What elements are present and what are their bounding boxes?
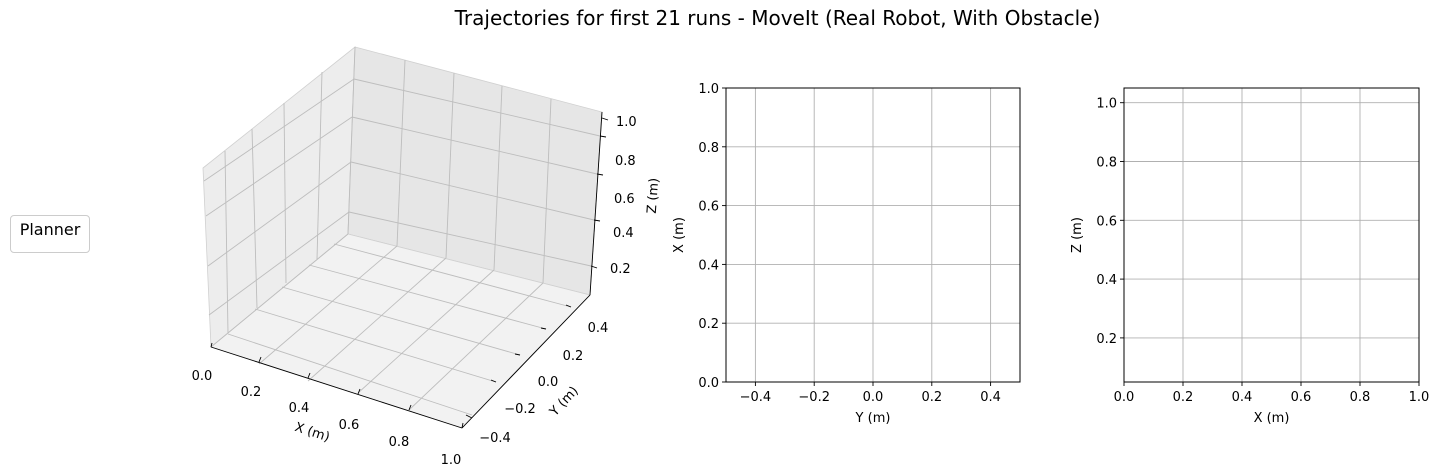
axes3d-zlabel: Z (m) bbox=[645, 177, 662, 214]
axes3d-ztick-label: 0.6 bbox=[614, 192, 635, 207]
axes-x-vs-z: 0.0 0.2 0.4 0.6 0.8 1.0 0.2 0.4 0.6 0.8 1.0 X (m) Z … bbox=[1070, 87, 1430, 426]
axes-xz-frame bbox=[1123, 87, 1420, 383]
axes-xz-xtick-label: 0.2 bbox=[1173, 390, 1194, 405]
axes-yx-ytick-label: 1.0 bbox=[698, 82, 719, 97]
axes3d-ztick-label: 1.0 bbox=[616, 115, 637, 130]
axes3d-ztick-label: 0.8 bbox=[615, 154, 636, 169]
axes-xz-xtick-label: 0.8 bbox=[1350, 390, 1371, 405]
axes3d-xtick-label: 0.4 bbox=[289, 401, 310, 416]
axes3d-xlabel: X (m) bbox=[293, 420, 332, 445]
axes-xz-xtick-label: 0.4 bbox=[1232, 390, 1253, 405]
axes-xz-ytick-label: 0.2 bbox=[1096, 332, 1117, 347]
axes-y-vs-x: −0.4 −0.2 0.0 0.2 0.4 0.0 0.2 0.4 0.6 0.8 1.0 Y (m)… bbox=[672, 82, 1021, 426]
legend-title: Planner bbox=[19, 220, 81, 239]
axes3d-xtick-label: 0.8 bbox=[389, 435, 410, 450]
axes-yx-xtick-label: 0.4 bbox=[980, 390, 1001, 405]
axes3d-ytick-label: −0.2 bbox=[504, 402, 536, 417]
axes3d-xtick-label: 1.0 bbox=[441, 453, 462, 468]
axes-xz-ytick-label: 1.0 bbox=[1096, 97, 1117, 112]
axes-yx-xlabel: Y (m) bbox=[855, 411, 891, 426]
figure-title: Trajectories for first 21 runs - MoveIt … bbox=[454, 6, 1101, 30]
axes-xz-ylabel: Z (m) bbox=[1070, 217, 1085, 253]
axes3d-z-axis-line bbox=[589, 111, 603, 296]
axes-xz-xtick-label: 1.0 bbox=[1409, 390, 1430, 405]
axes-yx-ytick-label: 0.6 bbox=[698, 200, 719, 215]
legend: Planner bbox=[10, 215, 90, 253]
axes3d-x-axis-line bbox=[210, 346, 463, 429]
axes3d-ytick-label: −0.4 bbox=[479, 431, 511, 446]
axes-yx-xtick-label: 0.2 bbox=[921, 390, 942, 405]
axes-yx-xtick-label: −0.4 bbox=[740, 390, 772, 405]
axes-yx-xtick-label: −0.2 bbox=[798, 390, 830, 405]
axes-yx-ytick-label: 0.0 bbox=[698, 376, 719, 391]
axes-xz-ytick-label: 0.4 bbox=[1096, 273, 1117, 288]
axes-xz-ytick-label: 0.8 bbox=[1096, 156, 1117, 171]
axes-xz-ytick-label: 0.6 bbox=[1096, 214, 1117, 229]
axes3d-ztick-label: 0.4 bbox=[613, 226, 634, 241]
axes-yx-ylabel: X (m) bbox=[672, 217, 687, 253]
axes3d-ytick-label: 0.0 bbox=[538, 375, 559, 390]
axes3d-xtick-label: 0.0 bbox=[192, 369, 213, 384]
axes-yx-ytick-label: 0.8 bbox=[698, 141, 719, 156]
axes3d-ytick-label: 0.4 bbox=[588, 321, 609, 336]
axes-yx-ytick-label: 0.2 bbox=[698, 317, 719, 332]
axes3d-xtick-label: 0.6 bbox=[339, 418, 360, 433]
axes3d: 0.0 0.2 0.4 0.6 0.8 1.0 −0.4 −0.2 0.0 0.… bbox=[192, 46, 662, 468]
axes3d-ytick-label: 0.2 bbox=[563, 349, 584, 364]
axes3d-xtick-label: 0.2 bbox=[241, 385, 262, 400]
axes-yx-xtick-label: 0.0 bbox=[863, 390, 884, 405]
axes-xz-xtick-label: 0.6 bbox=[1291, 390, 1312, 405]
axes3d-ztick-label: 0.2 bbox=[610, 262, 631, 277]
axes3d-y-axis-line bbox=[461, 294, 591, 429]
axes-xz-xlabel: X (m) bbox=[1254, 411, 1290, 426]
axes-yx-ytick-label: 0.4 bbox=[698, 258, 719, 273]
axes-xz-xtick-label: 0.0 bbox=[1114, 390, 1135, 405]
